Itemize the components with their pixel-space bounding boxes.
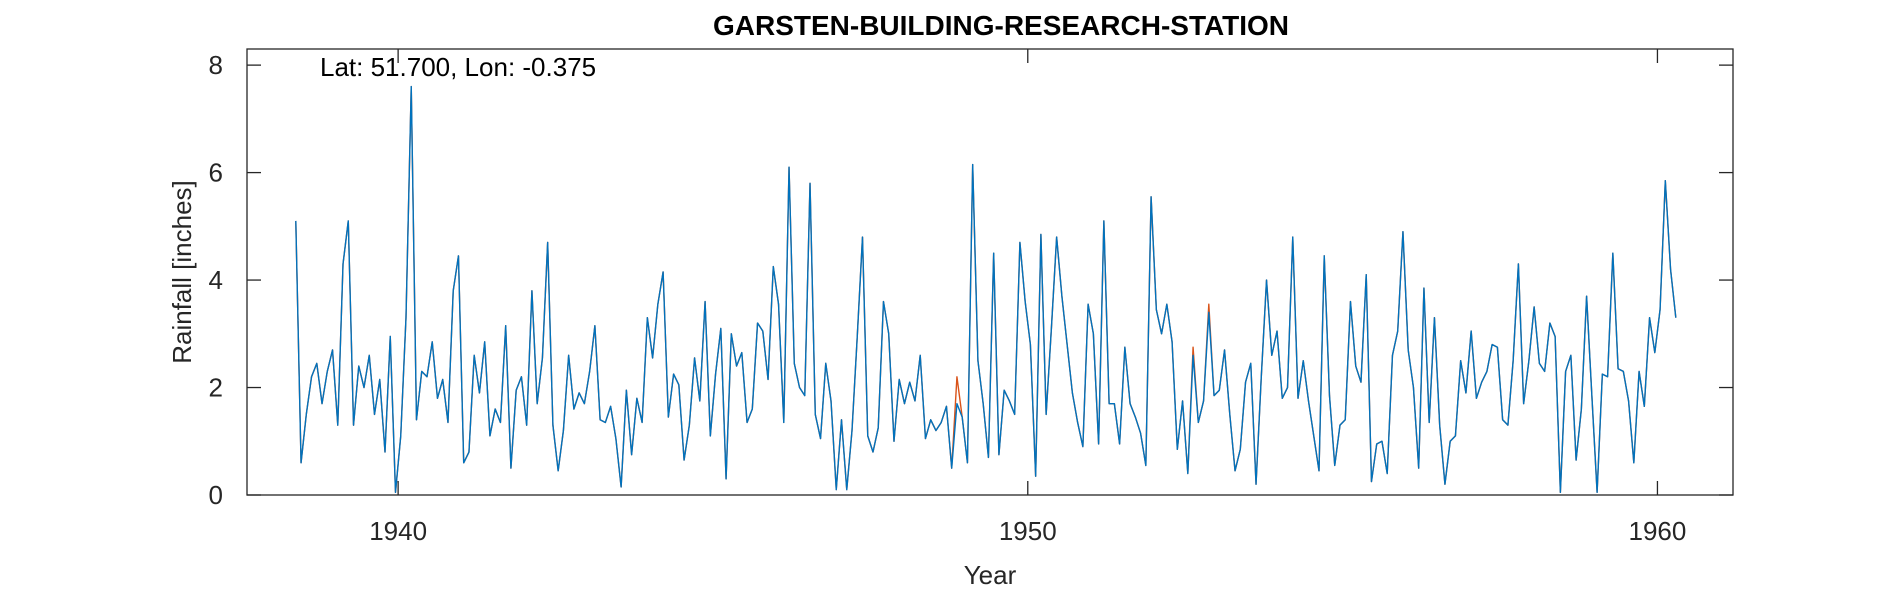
y-tick-label: 4 — [209, 265, 223, 295]
x-axis: 1940 1950 1960 — [369, 49, 1686, 546]
x-tick-label: 1960 — [1629, 516, 1687, 546]
y-tick-label: 6 — [209, 158, 223, 188]
chart-title: GARSTEN-BUILDING-RESEARCH-STATION — [713, 10, 1289, 41]
y-tick-label: 0 — [209, 480, 223, 510]
series-lines — [295, 85, 1677, 494]
y-axis-label: Rainfall [inches] — [167, 180, 197, 364]
x-tick-label: 1940 — [369, 516, 427, 546]
y-tick-label: 2 — [209, 373, 223, 403]
x-axis-label: Year — [964, 560, 1017, 590]
y-axis: 0 2 4 6 8 — [209, 50, 1733, 510]
y-tick-label: 8 — [209, 50, 223, 80]
location-annotation: Lat: 51.700, Lon: -0.375 — [320, 52, 596, 82]
x-tick-label: 1950 — [999, 516, 1057, 546]
series-line-2 — [295, 85, 1677, 494]
